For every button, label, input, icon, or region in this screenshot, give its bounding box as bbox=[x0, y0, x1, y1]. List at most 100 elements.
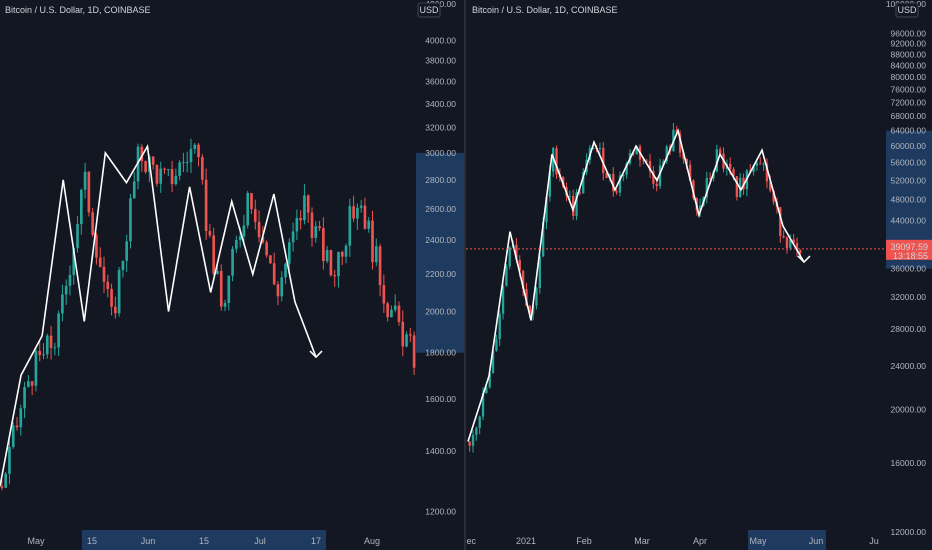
candle-body bbox=[91, 212, 94, 235]
candle-body bbox=[223, 302, 227, 307]
candle-body bbox=[635, 146, 638, 155]
x-tick-label: Dec bbox=[466, 536, 476, 546]
candle-body bbox=[208, 231, 212, 236]
candle-body bbox=[552, 148, 555, 172]
candle-body bbox=[782, 235, 785, 238]
currency-button[interactable] bbox=[417, 2, 441, 18]
candle-body bbox=[359, 205, 363, 208]
panel-divider[interactable] bbox=[464, 0, 466, 550]
candle-body bbox=[759, 163, 762, 165]
currency-label: USD bbox=[419, 5, 439, 15]
candle-body bbox=[53, 347, 57, 349]
candle-body bbox=[658, 165, 662, 187]
candle-body bbox=[515, 244, 518, 260]
y-tick-label-partial: 4200.00 bbox=[425, 0, 456, 9]
y-tick-label: 48000.00 bbox=[891, 195, 927, 205]
y-tick-label: 2600.00 bbox=[425, 204, 456, 214]
y-tick-label: 20000.00 bbox=[891, 405, 927, 415]
candle-body bbox=[363, 205, 367, 229]
candle-body bbox=[678, 133, 682, 153]
left-chart[interactable]: 4000.00 3800.00 3600.00 3400.00 3200.00 3000.… bbox=[0, 0, 464, 550]
candle-body bbox=[371, 220, 374, 263]
x-tick-label: Aug bbox=[364, 536, 380, 546]
candle-body bbox=[485, 387, 488, 394]
candle-body bbox=[501, 285, 505, 314]
candle-body bbox=[155, 164, 159, 184]
candle-body bbox=[295, 217, 299, 232]
candle-body bbox=[471, 434, 475, 446]
candle-body bbox=[692, 180, 695, 199]
candle-body bbox=[602, 147, 605, 174]
candle-body bbox=[269, 255, 272, 264]
y-tick-label: 80000.00 bbox=[891, 72, 927, 82]
candle-body bbox=[508, 247, 511, 267]
candle-body bbox=[393, 305, 397, 310]
candle-body bbox=[789, 239, 792, 248]
candle-body bbox=[333, 275, 337, 277]
candle-body bbox=[8, 446, 11, 474]
x-tick-label: Jun bbox=[141, 536, 156, 546]
candle-body bbox=[57, 313, 60, 348]
current-price-label: 39097.59 bbox=[890, 242, 928, 252]
candle-body bbox=[367, 220, 371, 229]
candle-body bbox=[272, 263, 276, 285]
candle-body bbox=[219, 270, 223, 307]
right-chart-panel[interactable]: 96000.00 92000.00 88000.00 84000.00 80000.00… bbox=[466, 0, 932, 550]
candle-body bbox=[412, 335, 416, 368]
candle-body bbox=[762, 163, 765, 165]
candle-body bbox=[159, 168, 163, 184]
candle-body bbox=[468, 441, 471, 446]
zigzag-drawing[interactable] bbox=[0, 143, 317, 487]
y-tick-label: 1200.00 bbox=[425, 506, 456, 516]
candle-body bbox=[76, 224, 79, 249]
candle-body bbox=[409, 334, 412, 336]
time-range-highlight bbox=[82, 530, 326, 550]
candle-body bbox=[0, 486, 4, 488]
currency-button[interactable] bbox=[895, 2, 919, 18]
candle-body bbox=[625, 163, 628, 175]
y-tick-label: 76000.00 bbox=[891, 84, 927, 94]
candle-body bbox=[197, 144, 200, 158]
candle-body bbox=[608, 173, 612, 178]
y-tick-label: 3200.00 bbox=[425, 123, 456, 133]
y-tick-label: 68000.00 bbox=[891, 111, 927, 121]
candle-body bbox=[280, 277, 284, 297]
candle-body bbox=[769, 181, 772, 191]
candle-body bbox=[42, 354, 45, 356]
candle-body bbox=[525, 288, 528, 306]
candle-body bbox=[538, 256, 541, 288]
price-axis[interactable] bbox=[886, 0, 932, 550]
candle-body bbox=[79, 189, 83, 225]
candle-body bbox=[568, 195, 572, 197]
candle-body bbox=[708, 177, 712, 179]
candle-body bbox=[491, 350, 495, 374]
candle-body bbox=[98, 257, 102, 267]
candle-body bbox=[182, 162, 185, 164]
y-tick-label: 2400.00 bbox=[425, 235, 456, 245]
candle-body bbox=[652, 171, 655, 184]
candle-body bbox=[72, 248, 76, 275]
x-tick-label: May bbox=[749, 536, 767, 546]
candle-body bbox=[605, 173, 608, 178]
candle-body bbox=[390, 309, 393, 318]
y-tick-label: 24000.00 bbox=[891, 361, 927, 371]
zigzag-drawing[interactable] bbox=[467, 128, 805, 442]
y-tick-label: 44000.00 bbox=[891, 216, 927, 226]
candle-body bbox=[129, 198, 132, 242]
candle-body bbox=[397, 305, 401, 322]
time-range-highlight bbox=[748, 530, 826, 550]
candle-body bbox=[117, 269, 121, 314]
countdown-label: 13:18:55 bbox=[893, 251, 928, 261]
candle-body bbox=[257, 221, 261, 238]
candle-body bbox=[555, 148, 558, 175]
candle-body bbox=[329, 250, 333, 276]
left-chart-panel[interactable]: 4000.00 3800.00 3600.00 3400.00 3200.00 3000.… bbox=[0, 0, 464, 550]
x-tick-label: Mar bbox=[634, 536, 650, 546]
candle-body bbox=[735, 176, 739, 198]
candle-body bbox=[535, 287, 538, 306]
y-tick-label: 3400.00 bbox=[425, 99, 456, 109]
candle-body bbox=[287, 242, 291, 264]
candle-body bbox=[665, 146, 668, 162]
candle-body bbox=[261, 237, 265, 243]
